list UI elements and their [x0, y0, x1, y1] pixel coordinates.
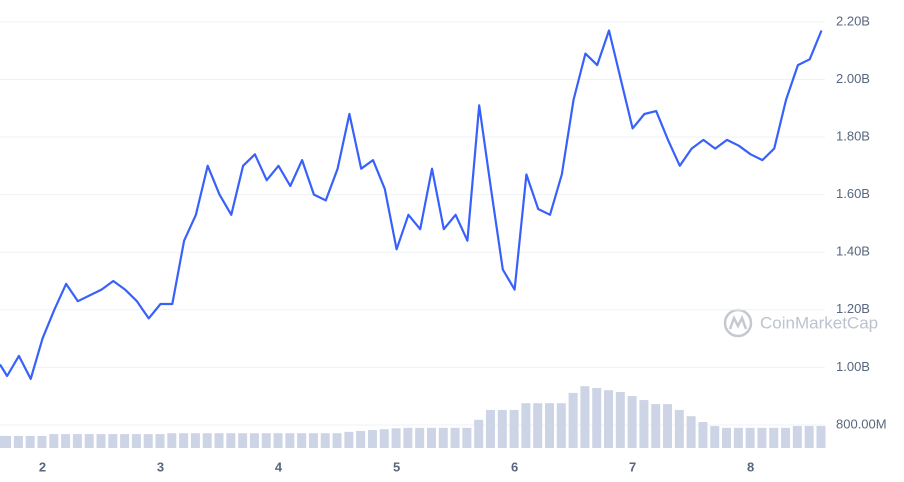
volume-bar	[391, 428, 401, 448]
x-tick-label: 3	[157, 459, 164, 474]
volume-bar	[273, 433, 283, 448]
watermark: CoinMarketCap	[760, 313, 878, 332]
volume-bar	[698, 422, 708, 448]
volume-bar	[686, 416, 696, 448]
volume-bar	[202, 433, 212, 448]
volume-bar	[143, 434, 153, 448]
volume-bar	[367, 430, 377, 448]
volume-bar	[733, 427, 743, 448]
volume-bar	[816, 426, 826, 448]
volume-bar	[438, 427, 448, 448]
volume-bar	[757, 427, 767, 448]
volume-bar	[521, 403, 531, 448]
volume-bar	[592, 387, 602, 448]
volume-bar	[604, 390, 614, 448]
volume-bar	[781, 427, 791, 448]
volume-bar	[2, 435, 12, 448]
volume-bar	[627, 396, 637, 448]
y-tick-label: 800.00M	[836, 416, 887, 431]
volume-bar	[663, 404, 673, 448]
y-tick-label: 2.00B	[836, 71, 870, 86]
volume-bar	[356, 430, 366, 448]
price-line	[0, 29, 823, 380]
volume-bar	[320, 433, 330, 448]
y-tick-label: 1.60B	[836, 186, 870, 201]
volume-bar	[13, 435, 23, 448]
volume-bar	[96, 434, 106, 448]
x-tick-label: 7	[629, 459, 636, 474]
y-tick-label: 1.80B	[836, 128, 870, 143]
volume-bar	[533, 403, 543, 448]
volume-bar	[568, 392, 578, 448]
volume-bar	[545, 403, 554, 448]
volume-bar	[415, 427, 425, 448]
x-tick-label: 4	[275, 459, 283, 474]
volume-bar	[179, 433, 189, 448]
grid	[0, 21, 825, 426]
x-tick-label: 6	[511, 459, 518, 474]
volume-bar	[285, 433, 295, 448]
volume-bar	[120, 434, 130, 448]
volume-bar	[155, 434, 165, 448]
volume-bar	[72, 434, 82, 448]
y-tick-label: 1.00B	[836, 359, 870, 374]
volume-bar	[308, 433, 318, 448]
volume-bar	[792, 426, 802, 448]
volume-bar	[556, 403, 566, 448]
volume-bar	[615, 392, 625, 448]
volume-bar	[509, 409, 519, 448]
volume-bar	[426, 427, 436, 448]
volume-bar	[474, 419, 484, 448]
volume-bar	[639, 400, 649, 448]
volume-bar	[769, 427, 779, 448]
y-tick-label: 1.20B	[836, 301, 870, 316]
volume-bar	[332, 433, 342, 448]
volume-bar	[249, 433, 259, 448]
volume-bar	[61, 434, 71, 448]
x-tick-label: 2	[39, 459, 46, 474]
volume-bar	[190, 433, 200, 448]
volume-bar	[674, 409, 684, 448]
volume-bar	[108, 434, 118, 448]
volume-bar	[450, 427, 460, 448]
watermark-logo	[723, 308, 753, 338]
volume-bar	[84, 434, 94, 448]
volume-bar	[722, 427, 732, 448]
x-tick-label: 5	[393, 459, 400, 474]
volume-bar	[462, 427, 472, 448]
x-tick-label: 8	[747, 459, 754, 474]
volume-bar	[226, 433, 236, 448]
volume-bar	[49, 434, 59, 448]
volume-bar	[261, 433, 271, 448]
volume-bar	[297, 433, 307, 448]
y-tick-label: 1.40B	[836, 244, 870, 259]
y-tick-label: 2.20B	[836, 13, 870, 28]
volume-bar	[379, 429, 389, 448]
volume-bar	[131, 434, 141, 448]
volume-bar	[580, 386, 590, 448]
volume-bar	[238, 433, 248, 448]
volume-bar	[710, 426, 720, 448]
volume-bar	[25, 435, 35, 448]
volume-bar	[167, 433, 177, 448]
volume-bar	[651, 404, 661, 448]
volume-bar	[214, 433, 224, 448]
volume-bar	[344, 431, 354, 448]
volume-bar	[403, 427, 413, 448]
volume-bar	[745, 427, 755, 448]
volume-bar	[0, 435, 4, 448]
volume-bar	[37, 435, 47, 448]
volume-bar	[485, 409, 495, 448]
volume-bar	[804, 426, 814, 448]
volume-bar	[497, 409, 507, 448]
